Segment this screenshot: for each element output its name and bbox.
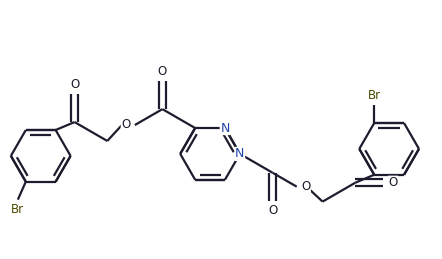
Text: N: N [235, 147, 244, 160]
Text: O: O [158, 65, 167, 78]
Text: Br: Br [11, 203, 24, 216]
Text: O: O [268, 204, 277, 217]
Text: N: N [220, 121, 230, 134]
Text: O: O [70, 78, 79, 91]
Text: O: O [121, 118, 130, 131]
Text: O: O [301, 180, 310, 193]
Text: Br: Br [368, 89, 381, 102]
Text: O: O [389, 176, 398, 189]
